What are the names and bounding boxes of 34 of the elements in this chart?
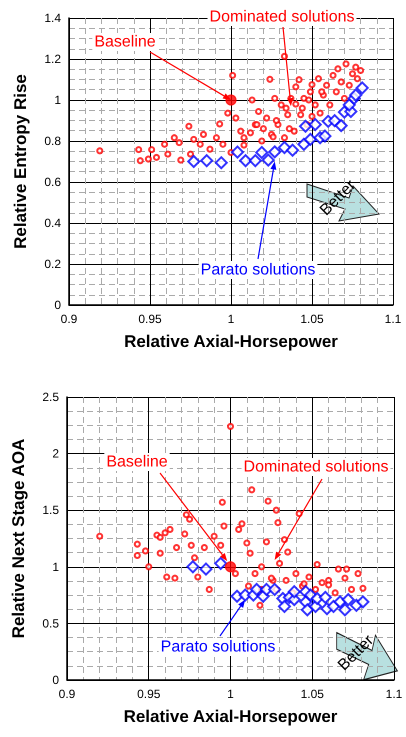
y-tick-label: 0.6 xyxy=(44,175,62,189)
x-axis-title: Relative Axial-Horsepower xyxy=(124,332,338,351)
y-tick-label: 0.5 xyxy=(42,616,60,630)
x-tick-label: 0.9 xyxy=(58,687,76,701)
x-tick-label: 0.9 xyxy=(60,312,78,326)
y-axis-title: Relative Next Stage AOA xyxy=(9,438,28,638)
y-tick-label: 0.2 xyxy=(44,257,62,271)
y-tick-label: 2 xyxy=(52,446,60,461)
x-tick-label: 1.1 xyxy=(386,687,403,701)
y-tick-label: 1.5 xyxy=(42,503,60,518)
annotation: Dominated solutions xyxy=(244,458,388,476)
annotation: Dominated solutions xyxy=(210,8,354,26)
x-tick-label: 0.95 xyxy=(138,312,162,326)
y-tick-label: 1 xyxy=(52,560,60,574)
annotation: Parato solutions xyxy=(200,262,316,278)
y-tick-label: 1.4 xyxy=(44,11,62,25)
x-tick-label: 1.1 xyxy=(384,312,402,326)
y-tick-label: 2.5 xyxy=(42,390,60,404)
x-tick-label: 1 xyxy=(227,687,234,701)
y-tick-label: 0.8 xyxy=(44,134,62,148)
y-tick-label: 0 xyxy=(54,298,62,312)
x-tick-label: 1.05 xyxy=(300,312,324,326)
y-tick-label: 0.4 xyxy=(44,216,62,230)
y-tick-label: 1.2 xyxy=(44,52,62,66)
x-tick-label: 1.05 xyxy=(300,687,324,701)
x-axis-title: Relative Axial-Horsepower xyxy=(124,707,338,726)
x-tick-label: 1 xyxy=(228,312,235,326)
annotation: Parato solutions xyxy=(160,638,276,656)
annotation: Baseline xyxy=(106,454,168,470)
x-tick-label: 0.95 xyxy=(137,687,161,701)
y-tick-label: 0 xyxy=(52,673,60,687)
y-axis-title: Relative Entropy Rise xyxy=(11,74,30,249)
y-tick-label: 1 xyxy=(54,93,62,107)
annotation: Baseline xyxy=(94,34,156,50)
